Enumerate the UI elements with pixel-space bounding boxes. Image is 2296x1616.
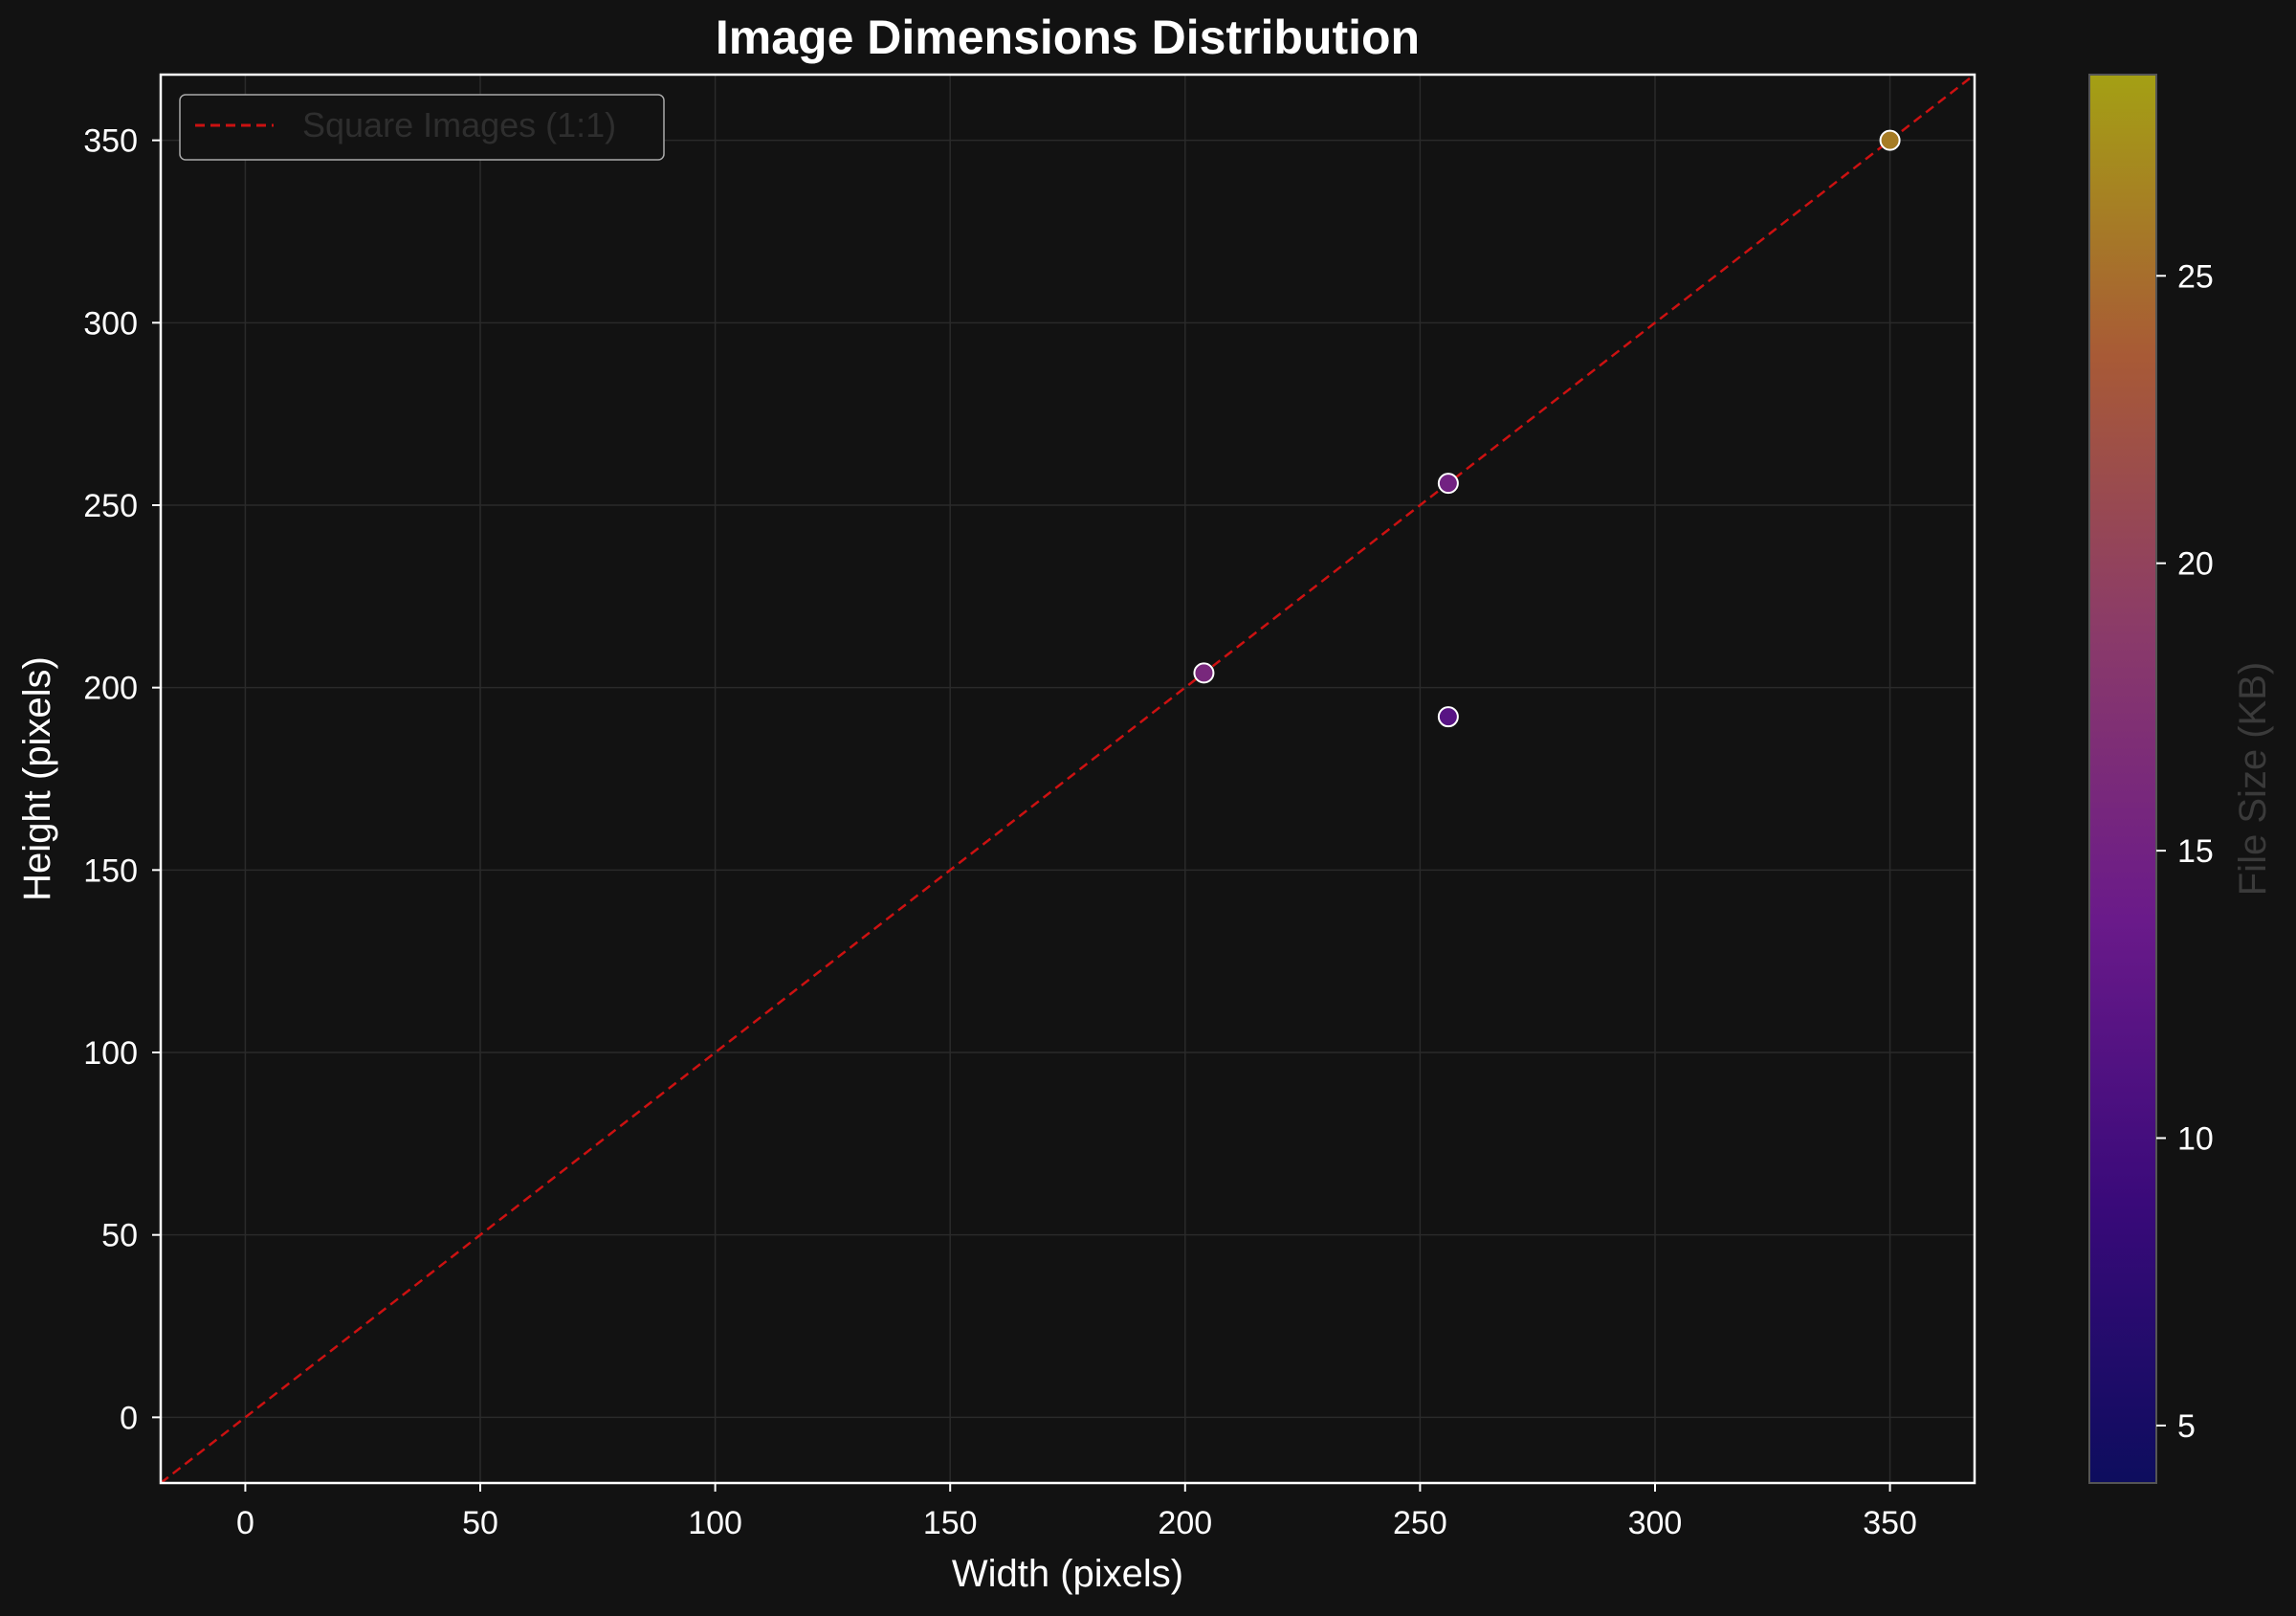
x-tick-label: 350	[1863, 1505, 1917, 1541]
y-ticks: 0 50 100 150 200 250 300 350	[83, 123, 161, 1436]
x-tick-label: 200	[1158, 1505, 1212, 1541]
colorbar-tick-label: 25	[2177, 258, 2214, 295]
colorbar-tick-label: 10	[2177, 1121, 2214, 1158]
x-ticks: 0 50 100 150 200 250 300 350	[236, 1483, 1917, 1541]
chart-title: Image Dimensions Distribution	[716, 11, 1420, 64]
points-layer	[1193, 129, 1901, 728]
colorbar: 5 10 15 20 25 File Size (KB)	[2088, 74, 2274, 1484]
x-tick-label: 50	[462, 1505, 498, 1541]
legend-box	[179, 94, 665, 161]
y-tick-label: 200	[83, 671, 138, 707]
plot-frame	[159, 73, 1976, 1485]
colorbar-tick-label: 15	[2177, 833, 2214, 870]
reference-line-square	[161, 75, 1975, 1483]
y-tick-label: 50	[101, 1218, 138, 1254]
colorbar-tick-label: 5	[2177, 1408, 2196, 1445]
data-point	[1879, 129, 1901, 151]
legend-entry-square-images: Square Images (1:1)	[302, 105, 616, 144]
x-tick-label: 250	[1393, 1505, 1447, 1541]
x-tick-label: 300	[1628, 1505, 1683, 1541]
x-axis-label: Width (pixels)	[952, 1553, 1183, 1595]
colorbar-ticks: 5 10 15 20 25	[2156, 258, 2214, 1445]
y-tick-label: 300	[83, 305, 138, 342]
grid-lines	[161, 75, 1975, 1483]
x-tick-label: 150	[923, 1505, 978, 1541]
y-tick-label: 100	[83, 1035, 138, 1072]
y-tick-label: 350	[83, 123, 138, 160]
y-axis-label: Height (pixels)	[16, 656, 58, 901]
colorbar-tick-label: 20	[2177, 546, 2214, 583]
reference-line-layer	[161, 75, 1975, 1483]
data-point	[1437, 706, 1459, 728]
x-tick-label: 0	[236, 1505, 254, 1541]
data-point	[1437, 473, 1459, 495]
colorbar-label: File Size (KB)	[2232, 662, 2274, 897]
x-tick-label: 100	[688, 1505, 742, 1541]
data-point	[1193, 662, 1215, 684]
y-tick-label: 250	[83, 488, 138, 524]
legend: Square Images (1:1)	[179, 94, 665, 161]
y-tick-label: 0	[120, 1400, 138, 1436]
y-tick-label: 150	[83, 852, 138, 889]
colorbar-gradient	[2088, 74, 2157, 1484]
